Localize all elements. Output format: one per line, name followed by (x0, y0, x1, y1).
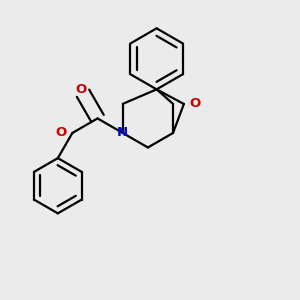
Text: O: O (76, 83, 87, 96)
Text: O: O (190, 98, 201, 110)
Text: N: N (117, 127, 128, 140)
Text: O: O (55, 127, 66, 140)
